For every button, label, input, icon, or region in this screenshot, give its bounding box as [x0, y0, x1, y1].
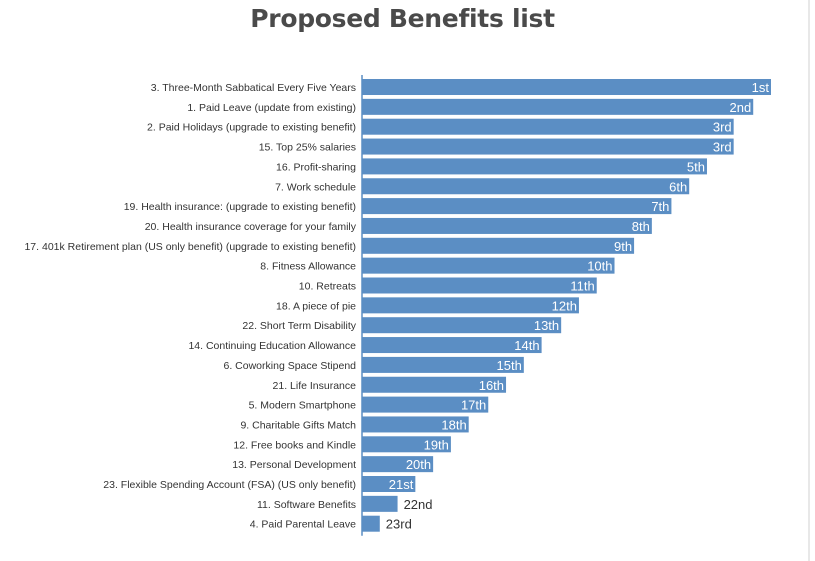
bar — [362, 297, 579, 314]
category-label: 13. Personal Development — [232, 459, 356, 471]
category-label: 9. Charitable Gifts Match — [240, 419, 356, 431]
value-label: 5th — [687, 159, 705, 174]
bar — [362, 356, 524, 373]
category-label: 4. Paid Parental Leave — [250, 519, 356, 531]
value-label: 16th — [479, 378, 504, 393]
category-label: 11. Software Benefits — [257, 499, 356, 511]
value-label: 21st — [389, 477, 414, 492]
bar — [362, 416, 469, 433]
bar — [362, 79, 771, 95]
value-label: 3rd — [713, 140, 732, 155]
value-label: 9th — [614, 239, 632, 254]
bar — [362, 257, 615, 274]
value-label: 18th — [441, 417, 466, 432]
value-label: 14th — [514, 338, 539, 353]
bar — [362, 277, 597, 294]
category-label: 18. A piece of pie — [276, 300, 356, 312]
category-label: 17. 401k Retirement plan (US only benefi… — [24, 241, 356, 253]
category-label: 12. Free books and Kindle — [233, 439, 356, 451]
category-label: 8. Fitness Allowance — [260, 261, 356, 273]
bar — [362, 436, 451, 453]
bar — [362, 337, 542, 354]
bars-layer — [362, 79, 771, 532]
category-label: 20. Health insurance coverage for your f… — [145, 221, 357, 233]
bar — [362, 118, 734, 135]
category-label: 15. Top 25% salaries — [259, 142, 356, 154]
value-label: 2nd — [730, 100, 752, 115]
value-label: 20th — [406, 457, 431, 472]
category-label: 14. Continuing Education Allowance — [188, 340, 356, 352]
value-label: 15th — [497, 358, 522, 373]
value-label: 19th — [424, 437, 449, 452]
category-label: 2. Paid Holidays (upgrade to existing be… — [147, 122, 356, 134]
value-label: 10th — [587, 259, 612, 274]
value-label: 1st — [752, 80, 770, 95]
category-label: 21. Life Insurance — [273, 380, 357, 392]
bar — [362, 515, 380, 532]
category-label: 1. Paid Leave (update from existing) — [187, 102, 356, 114]
bar — [362, 376, 507, 393]
bar — [362, 138, 734, 155]
value-label: 11th — [570, 279, 594, 294]
value-label: 12th — [552, 298, 577, 313]
category-label: 5. Modern Smartphone — [249, 400, 357, 412]
bar — [362, 456, 434, 473]
value-label: 23rd — [386, 517, 412, 532]
category-label: 10. Retreats — [299, 281, 356, 293]
category-label: 19. Health insurance: (upgrade to existi… — [124, 201, 356, 213]
value-label: 13th — [534, 318, 559, 333]
value-label: 17th — [461, 398, 486, 413]
bar — [362, 158, 707, 175]
category-label: 22. Short Term Disability — [242, 320, 356, 332]
category-labels-layer: 3. Three-Month Sabbatical Every Five Yea… — [24, 82, 356, 531]
bar — [362, 237, 635, 254]
bar — [362, 198, 672, 215]
bar — [362, 396, 489, 413]
value-label: 22nd — [404, 497, 433, 512]
bar — [362, 217, 652, 234]
value-label: 6th — [669, 179, 687, 194]
page-edge-divider — [808, 0, 810, 561]
category-label: 16. Profit-sharing — [276, 161, 356, 173]
bar — [362, 495, 398, 512]
value-label: 7th — [651, 199, 669, 214]
bar — [362, 98, 754, 115]
bar — [362, 317, 562, 334]
bar — [362, 476, 416, 492]
chart-title: Proposed Benefits list — [250, 4, 555, 33]
value-label: 8th — [632, 219, 650, 234]
category-label: 6. Coworking Space Stipend — [224, 360, 357, 372]
category-label: 23. Flexible Spending Account (FSA) (US … — [103, 479, 356, 491]
value-label: 3rd — [713, 120, 732, 135]
bar — [362, 178, 690, 195]
category-label: 3. Three-Month Sabbatical Every Five Yea… — [151, 82, 356, 94]
category-label: 7. Work schedule — [275, 181, 356, 193]
